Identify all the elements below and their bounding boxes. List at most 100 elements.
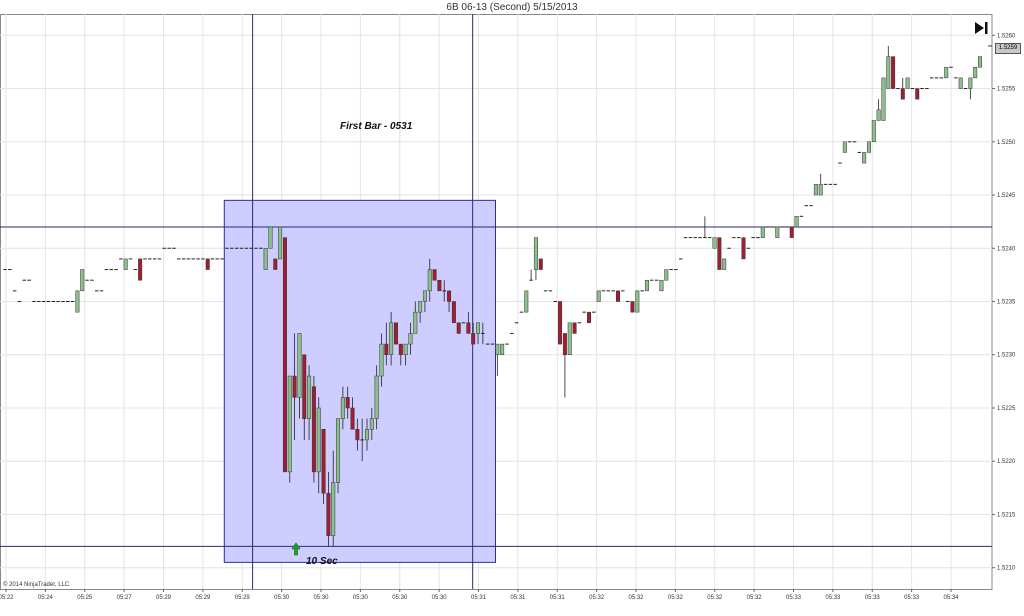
candle [263,248,268,270]
x-tick-label: 05:32 [589,595,605,601]
candle [978,56,982,68]
candle [616,290,620,302]
candle [374,365,379,430]
y-tick-label: 1.5215 [997,512,1016,518]
candle [958,77,963,89]
skip-to-end-icon[interactable] [972,20,990,36]
candle [268,226,273,249]
candle-body [456,322,461,334]
candle-body [978,56,982,68]
x-tick-label: 05:31 [471,595,487,601]
candle [741,237,746,260]
candle [905,77,910,89]
candle-body [562,333,567,355]
candle [572,322,577,334]
candle [287,375,292,483]
candle [664,269,669,281]
candle-body [418,301,423,313]
candle [408,322,413,355]
candle-body [427,269,432,292]
candle [775,226,780,238]
candle-body [75,290,80,313]
chart-title: 6B 06-13 (Second) 5/15/2013 [446,2,578,13]
candle-body [307,375,312,419]
candle [297,333,302,419]
x-tick-label: 05:31 [510,595,526,601]
candle-body [558,301,563,345]
candle-body [263,248,268,270]
candle [360,418,364,462]
candle [447,290,452,313]
candle [427,258,432,302]
candle-body [278,226,283,260]
candle [326,471,331,547]
candle [437,279,442,292]
x-tick-label: 05:33 [825,595,841,601]
candle-body [900,88,905,100]
candle-body [968,77,973,89]
candle [442,280,446,302]
candle-body [842,141,847,153]
candle [866,141,871,153]
x-tick-label: 05:33 [786,595,802,601]
candle-body [413,311,418,334]
x-tick-label: 05:22 [0,595,14,601]
candle-body [760,226,765,238]
candle-body [476,322,481,334]
candle-body [205,258,210,270]
candle [273,258,278,270]
candle-body [408,333,413,345]
candle [973,66,978,79]
x-tick-label: 05:32 [628,595,644,601]
candles [3,45,982,547]
candle-body [379,343,384,377]
candle [703,216,707,239]
candle-body [398,343,403,355]
x-tick-label: 05:32 [668,595,684,601]
y-tick-label: 1.5260 [997,33,1016,39]
candle-body [644,279,649,292]
y-tick-label: 1.5230 [997,353,1016,359]
candle-body [311,386,316,473]
candle [818,173,823,196]
candle [123,258,128,270]
candle-body [567,322,572,355]
x-tick-label: 05:29 [235,595,251,601]
candle [495,343,500,377]
candle [292,333,297,440]
candle-body [138,258,143,281]
candle [794,216,799,228]
copyright: © 2014 NinjaTrader, LLC [3,582,70,588]
candle-body [862,152,867,164]
y-tick-label: 1.5210 [997,566,1016,572]
candle [533,237,538,281]
candle-body [587,311,592,324]
candle-body [297,333,302,398]
candle-body [533,237,538,270]
candle [712,237,717,249]
candle-body [331,482,336,537]
annotation-10-sec: 10 Sec [306,556,338,567]
candle [886,45,891,89]
candle-body [775,226,780,238]
candle [389,312,394,366]
candle-body [365,429,369,441]
candle-body [500,343,505,355]
reference-lines [0,14,992,589]
candle-body [538,258,543,270]
candle-body [432,269,437,281]
x-tick-label: 05:24 [38,595,54,601]
candle [365,418,369,451]
y-axis: 1.5210 1.5215 1.5220 1.5225 1.5230 1.5235 1.52… [988,33,1016,572]
x-tick-label: 05:32 [747,595,763,601]
x-tick-label: 05:30 [432,595,448,601]
candle-body [326,492,331,537]
y-tick-label: 1.5225 [997,406,1016,412]
candle [644,279,649,292]
candle-body [616,290,620,302]
candle [418,301,423,323]
candle-body [336,418,341,483]
candle [562,333,567,398]
x-axis: 05:22 05:24 05:25 05:27 05:29 05:29 05:29 05:30… [0,589,959,601]
